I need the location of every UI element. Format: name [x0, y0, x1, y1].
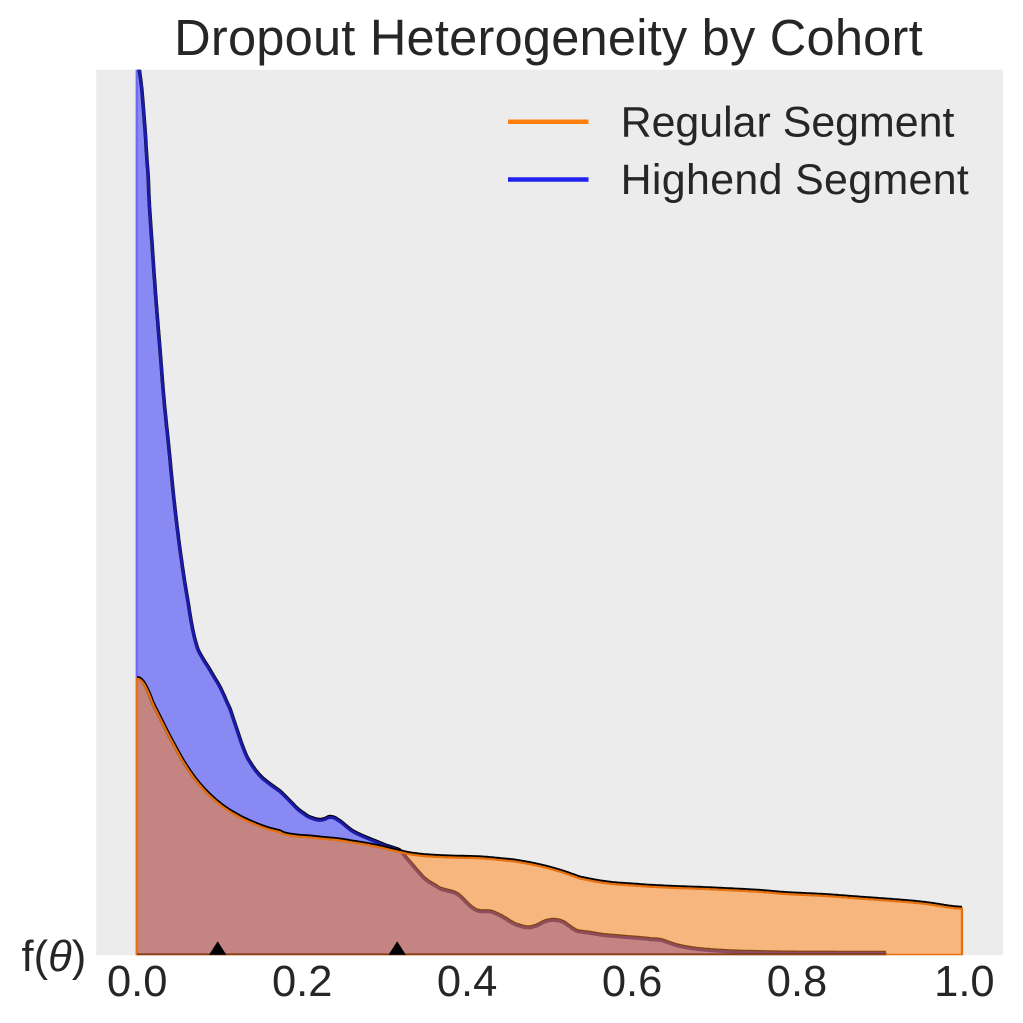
svg-text:f(θ): f(θ) [22, 933, 87, 981]
svg-text:0.8: 0.8 [767, 958, 827, 1006]
svg-text:0.6: 0.6 [602, 958, 662, 1006]
svg-text:0.4: 0.4 [437, 958, 497, 1006]
svg-text:Dropout Heterogeneity by Cohor: Dropout Heterogeneity by Cohort [174, 9, 923, 66]
svg-text:0.2: 0.2 [272, 958, 332, 1006]
svg-text:1.0: 1.0 [934, 958, 994, 1006]
svg-text:Regular Segment: Regular Segment [621, 99, 955, 147]
svg-text:0.0: 0.0 [107, 958, 167, 1006]
svg-text:Highend Segment: Highend Segment [621, 156, 970, 204]
